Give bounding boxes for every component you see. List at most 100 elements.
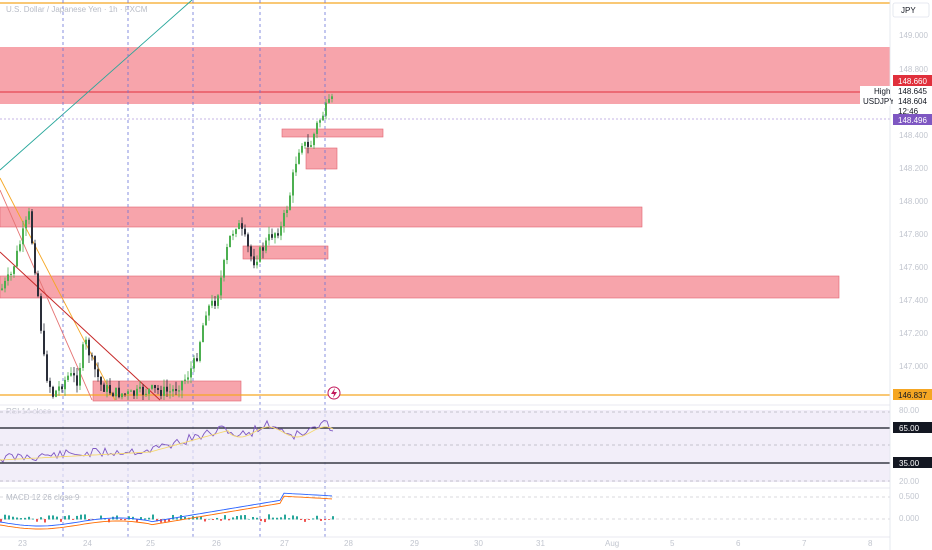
candle-body: [328, 99, 330, 103]
macd-histogram-bar: [12, 516, 14, 520]
candle-body: [115, 387, 117, 397]
candle-body: [13, 266, 15, 274]
candle-body: [175, 389, 177, 391]
candle-body: [262, 247, 264, 251]
candle-body: [331, 96, 333, 100]
macd-histogram-bar: [268, 514, 270, 520]
candle-body: [1, 288, 3, 290]
macd-pane[interactable]: MACD 12 26 close 9: [0, 487, 890, 530]
candle-body: [295, 163, 297, 173]
candle-body: [316, 122, 318, 134]
candle-body: [73, 373, 75, 376]
trendline-green[interactable]: [0, 0, 193, 171]
candle-body: [163, 386, 165, 396]
macd-histogram-bar: [40, 517, 42, 520]
macd-histogram-bar: [84, 514, 86, 520]
trendline-red[interactable]: [0, 251, 161, 401]
zone-mid[interactable]: [0, 206, 643, 228]
macd-histogram-bar: [8, 515, 10, 520]
high-label-box: [860, 86, 890, 96]
macd-histogram-bar: [296, 516, 298, 520]
zone-small-3[interactable]: [242, 245, 329, 260]
time-label: 27: [280, 539, 289, 548]
macd-histogram-bar: [48, 515, 50, 520]
price-tick: 147.200: [899, 329, 928, 338]
candle-body: [232, 233, 234, 236]
zone-small-1[interactable]: [281, 128, 384, 138]
macd-title: MACD 12 26 close 9: [6, 493, 80, 502]
candle-body: [310, 145, 312, 147]
rsi-pane[interactable]: RSI 14 close: [0, 404, 890, 482]
macd-histogram-bar: [240, 515, 242, 520]
macd-histogram-bar: [264, 519, 266, 523]
macd-histogram-bar: [160, 519, 162, 523]
candle-body: [121, 393, 123, 398]
time-label: 26: [212, 539, 221, 548]
candle-body: [109, 385, 111, 394]
candle-body: [148, 388, 150, 394]
macd-histogram-bar: [276, 517, 278, 520]
price-tick: 148.200: [899, 164, 928, 173]
candle-body: [280, 226, 282, 236]
zone-lower[interactable]: [0, 275, 840, 299]
rsi-lower-value: 35.00: [899, 459, 920, 468]
candle-body: [19, 244, 21, 251]
price-axis[interactable]: JPY 149.000 148.800 148.400 148.200 148.…: [860, 0, 932, 550]
candle-body: [145, 393, 147, 395]
time-axis[interactable]: 23 24 25 26 27 28 29 30 31 Aug 5 6 7 8: [0, 536, 890, 548]
zone-top[interactable]: [0, 47, 890, 104]
macd-histogram-bar: [172, 514, 174, 520]
candle-body: [193, 358, 195, 369]
candle-body: [133, 390, 135, 396]
macd-histogram-bar: [196, 516, 198, 520]
candle-body: [196, 358, 198, 361]
time-label: 23: [18, 539, 27, 548]
ask-price-badge: [893, 114, 932, 125]
candle-body: [244, 228, 246, 235]
candle-body: [307, 141, 309, 147]
macd-axis-zero: 0.000: [899, 514, 920, 523]
candle-body: [322, 115, 324, 121]
candle-body: [208, 305, 210, 316]
candle-body: [271, 234, 273, 238]
rsi-axis-bottom: 20.00: [899, 477, 920, 486]
candle-body: [286, 209, 288, 213]
macd-histogram-bar: [132, 516, 134, 520]
candle-body: [91, 355, 93, 357]
macd-histogram-bar: [236, 516, 238, 520]
support-price-badge: [893, 389, 932, 400]
candle-body: [241, 223, 243, 229]
candle-body: [43, 330, 45, 355]
macd-histogram-bar: [156, 519, 158, 522]
candle-body: [325, 102, 327, 116]
price-tick: 149.000: [899, 31, 928, 40]
candlesticks[interactable]: [1, 93, 333, 400]
macd-histogram-bar: [312, 518, 314, 520]
candle-body: [100, 376, 102, 385]
macd-histogram-bar: [204, 519, 206, 522]
chart-title: U.S. Dollar / Japanese Yen · 1h · FXCM: [6, 5, 148, 14]
candle-body: [313, 133, 315, 146]
macd-histogram-bar: [128, 516, 130, 520]
candle-body: [184, 379, 186, 382]
lightning-icon[interactable]: [327, 386, 341, 400]
rsi-background: [0, 410, 890, 482]
candle-body: [181, 381, 183, 391]
time-label: Aug: [605, 539, 619, 548]
price-tick: 147.000: [899, 362, 928, 371]
zone-small-2[interactable]: [305, 147, 338, 170]
macd-histogram-bar: [332, 516, 334, 520]
macd-histogram-bar: [148, 517, 150, 520]
currency-button[interactable]: [892, 2, 930, 18]
candle-body: [301, 145, 303, 153]
macd-histogram-bar: [60, 519, 62, 522]
rsi-line: [0, 419, 334, 463]
rsi-upper-value: 65.00: [899, 424, 920, 433]
macd-histogram-bar: [300, 519, 302, 521]
candle-body: [10, 273, 12, 275]
candle-body: [160, 389, 162, 396]
candle-body: [259, 247, 261, 262]
macd-histogram-bar: [228, 519, 230, 521]
macd-histogram-bar: [280, 517, 282, 520]
